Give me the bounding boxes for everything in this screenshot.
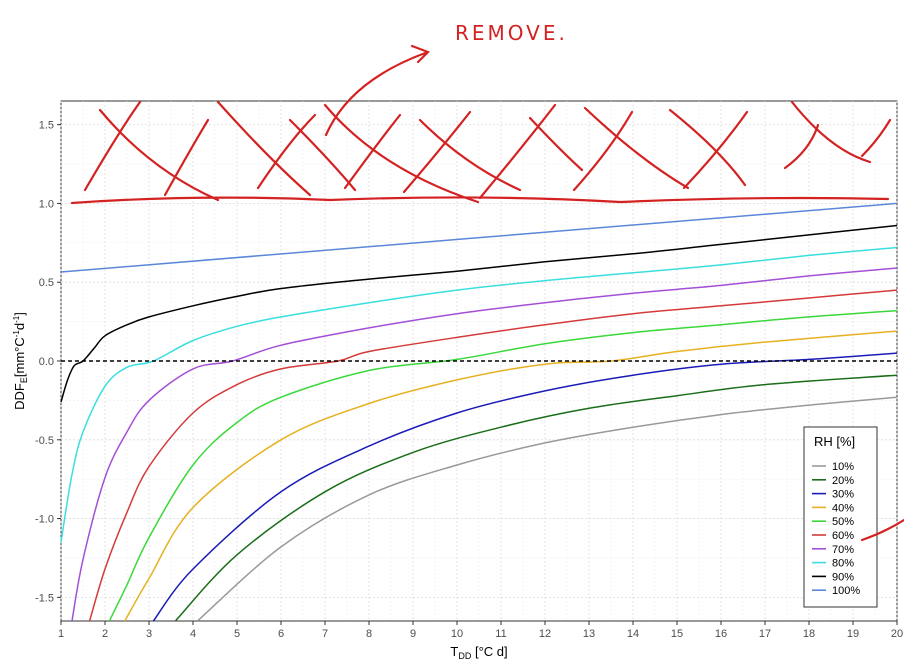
annotation-arrow [324,44,430,137]
legend-label-90pct: 90% [832,571,854,583]
y-tick-label: 1.5 [39,120,54,132]
legend: RH [%] 10% 20% 30%40% 50% 60% 70% 80%90% 100% [803,426,878,608]
legend-label-70pct: 70% [832,544,854,556]
legend-label-30pct: 30% [832,489,854,501]
x-tick-label: 19 [847,628,859,640]
x-tick-label: 16 [715,628,727,640]
series-line-100pct [60,202,898,273]
legend-title: RH [%] [814,434,855,449]
series-line-80pct [60,246,898,543]
x-tick-label: 20 [891,628,903,640]
legend-label-50pct: 50% [832,516,854,528]
legend-label-10pct: 10% [832,461,854,473]
x-tick-label: 1 [58,628,64,640]
series-line-70pct [71,267,898,622]
x-tick-label: 6 [278,628,284,640]
y-ticks: -1.5 -1.0 -0.5 0.0 0.5 1.0 1.5 [35,120,61,604]
strikethrough-scribble [70,196,890,205]
y-tick-label: 1.0 [39,198,54,210]
x-tick-label: 9 [410,628,416,640]
legend-items: 10% 20% 30%40% 50% 60% 70% 80%90% 100% [812,461,860,597]
annotation-text: REMOVE. [455,21,568,45]
series-line-60pct [88,289,898,622]
series-line-40pct [124,330,898,622]
y-axis-title: DDFE[mm°C-1d-1] [12,312,29,410]
x-tick-label: 15 [671,628,683,640]
legend-label-20pct: 20% [832,475,854,487]
series-line-10pct [196,396,898,622]
y-tick-label: -1.5 [35,592,54,604]
x-tick-label: 8 [366,628,372,640]
x-tick-label: 5 [234,628,240,640]
handwritten-annotation: REMOVE. [70,21,904,542]
y-tick-label: -0.5 [35,435,54,447]
series-line-20pct [174,374,898,622]
x-tick-label: 3 [146,628,152,640]
x-tick-label: 18 [803,628,815,640]
x-tick-label: 12 [539,628,551,640]
x-tick-label: 2 [102,628,108,640]
y-tick-label: 0.5 [39,277,54,289]
legend-label-80pct: 80% [832,558,854,570]
x-tick-label: 14 [627,628,639,640]
y-tick-label: 0.0 [39,356,54,368]
series-line-50pct [108,309,898,622]
legend-label-100pct: 100% [832,585,860,597]
x-tick-label: 4 [190,628,196,640]
x-axis-title: TDD [°C d] [450,644,507,661]
x-tick-label: 10 [451,628,463,640]
x-tick-label: 13 [583,628,595,640]
legend-label-60pct: 60% [832,530,854,542]
series-layer [60,202,898,622]
x-ticks: 1 2 3 4 5 6 7 8 9 10 11 12 13 14 15 16 17 18 19 20 [58,621,903,640]
cross-out-hatching [83,100,892,204]
x-tick-label: 17 [759,628,771,640]
y-tick-label: -1.0 [35,514,54,526]
legend-label-40pct: 40% [832,502,854,514]
x-tick-label: 7 [322,628,328,640]
annotation-pointer [860,518,904,542]
x-tick-label: 11 [495,628,506,640]
series-line-30pct [152,352,898,622]
